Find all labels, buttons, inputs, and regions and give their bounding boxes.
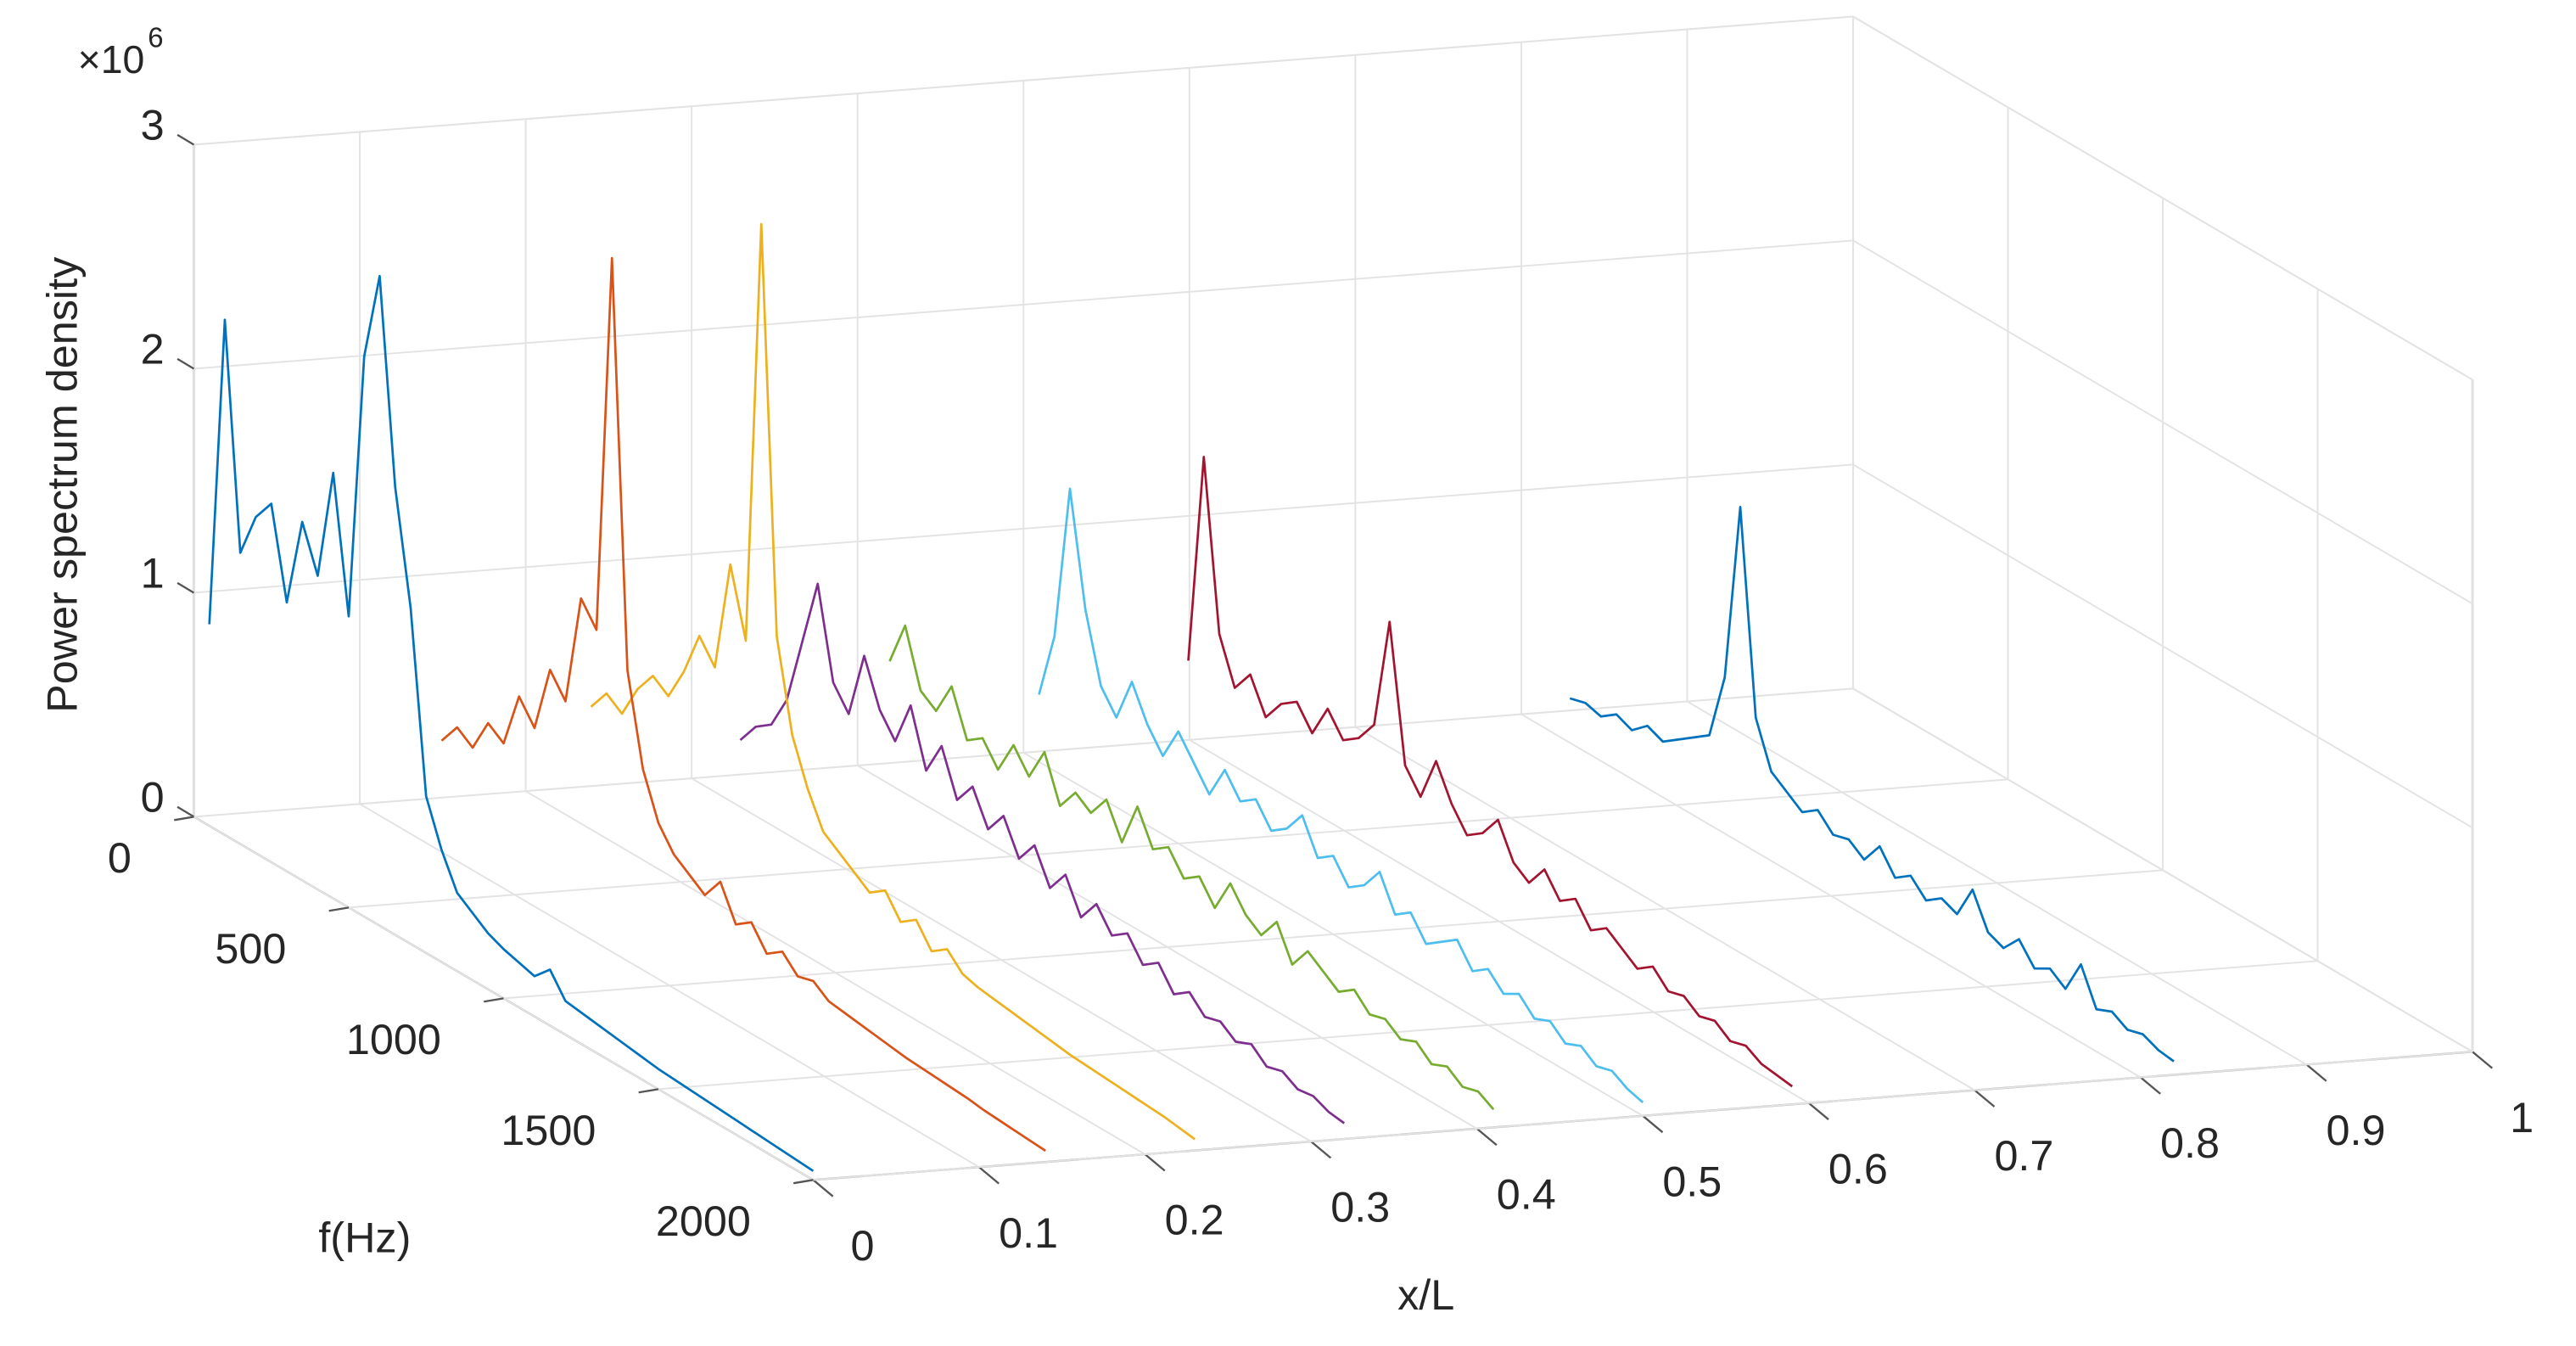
z-tick-label: 1 — [141, 548, 165, 597]
y-tick-mark — [174, 816, 194, 822]
y-tick-mark — [484, 997, 504, 1003]
x-tick-label: 0.4 — [1497, 1170, 1556, 1219]
x-tick-mark — [2305, 1063, 2327, 1082]
y-tick-mark — [328, 906, 350, 912]
y-tick-label: 1000 — [346, 1015, 441, 1063]
z-multiplier-base: ×10 — [78, 37, 145, 81]
grid-line — [503, 869, 2164, 1000]
y-tick-label: 0 — [108, 833, 132, 882]
spectrum-line — [1038, 487, 1644, 1103]
z-tick-mark — [176, 581, 195, 594]
z-tick-mark — [176, 357, 195, 370]
z-tick-mark — [176, 133, 195, 146]
grid-line — [1852, 15, 2473, 381]
spectrum-line — [208, 274, 815, 1172]
x-tick-label: 0.9 — [2327, 1106, 2386, 1154]
spectrum-line — [590, 222, 1196, 1141]
x-tick-label: 0.7 — [1994, 1131, 2053, 1180]
x-tick-mark — [1310, 1141, 1332, 1159]
x-tick-label: 0.2 — [1165, 1196, 1224, 1244]
spectrum-line — [1569, 506, 2175, 1063]
y-tick-label: 500 — [215, 924, 286, 973]
grid-line — [813, 1051, 2473, 1181]
x-tick-mark — [978, 1166, 1000, 1185]
spectrum-line — [739, 582, 1346, 1124]
x-tick-label: 0 — [851, 1221, 875, 1270]
grid-line — [1852, 463, 2473, 829]
x-axis-label: x/L — [1397, 1270, 1454, 1319]
x-tick-label: 0.8 — [2160, 1119, 2220, 1167]
x-tick-label: 0.5 — [1662, 1157, 1722, 1205]
x-tick-mark — [2472, 1051, 2493, 1069]
x-tick-mark — [1144, 1153, 1166, 1172]
y-tick-mark — [638, 1088, 659, 1094]
z-tick-label: 3 — [141, 100, 165, 149]
grid-line — [1852, 687, 2473, 1053]
spectrum-line — [1187, 455, 1794, 1088]
grid-line — [1852, 239, 2473, 605]
y-tick-label: 2000 — [656, 1197, 751, 1245]
x-tick-mark — [1642, 1114, 1664, 1134]
grid-line — [193, 15, 1854, 146]
z-multiplier-exponent: 6 — [148, 21, 163, 53]
x-tick-label: 0.1 — [999, 1209, 1058, 1257]
z-tick-mark — [176, 805, 195, 818]
x-tick-mark — [2140, 1076, 2161, 1095]
grid-line — [193, 239, 1854, 370]
spectrum-line — [440, 256, 1046, 1153]
grid-line — [658, 960, 2318, 1091]
y-axis-label: f(Hz) — [318, 1213, 411, 1261]
grid-line — [193, 463, 1854, 594]
y-tick-mark — [793, 1179, 814, 1185]
x-tick-mark — [1974, 1089, 1996, 1108]
z-axis-label: Power spectrum density — [38, 256, 87, 713]
y-tick-label: 1500 — [501, 1106, 596, 1154]
x-tick-mark — [812, 1179, 834, 1197]
z-tick-label: 0 — [141, 772, 165, 821]
x-tick-label: 0.3 — [1330, 1183, 1390, 1231]
grid-line — [193, 687, 1854, 818]
x-tick-label: 0.6 — [1828, 1144, 1888, 1192]
x-tick-mark — [1808, 1102, 1829, 1120]
grid-line — [348, 778, 2008, 909]
spectrum-line — [888, 624, 1495, 1111]
z-tick-label: 2 — [141, 324, 165, 373]
x-tick-label: 1 — [2510, 1093, 2534, 1141]
x-tick-mark — [1476, 1128, 1498, 1147]
